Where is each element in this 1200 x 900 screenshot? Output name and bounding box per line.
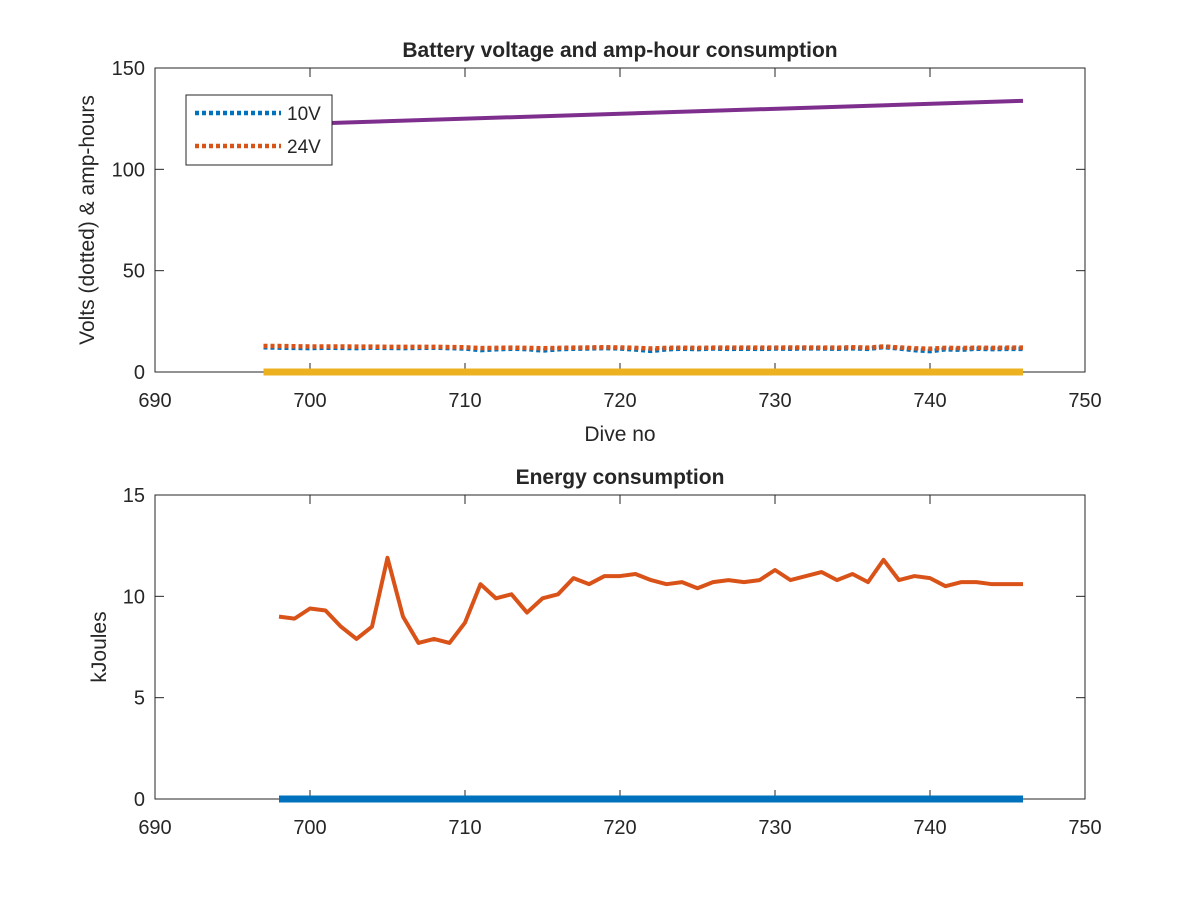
series-line-3 <box>263 98 1024 128</box>
plot-area <box>154 494 1086 800</box>
y-axis-label: kJoules <box>88 611 111 682</box>
y-axis-label: Volts (dotted) & amp-hours <box>76 95 99 345</box>
legend-label-10v: 10V <box>287 104 321 125</box>
y-tick-label: 5 <box>134 688 145 710</box>
series-line-2 <box>278 555 1023 645</box>
x-tick-label: 700 <box>293 817 326 839</box>
x-tick-label: 710 <box>448 817 481 839</box>
y-tick-label: 15 <box>123 485 145 507</box>
series-layer <box>263 98 1024 376</box>
x-tick-label: 750 <box>1068 390 1101 412</box>
axis-ticks: 690 700 710 720 730 740 750 0 50 100 150 <box>112 58 1102 412</box>
series-layer <box>278 555 1023 803</box>
y-tick-label: 100 <box>112 159 145 181</box>
energy-consumption-chart: Energy consumption kJoules 690 700 710 720 7… <box>88 466 1102 839</box>
y-tick-label: 0 <box>134 362 145 384</box>
legend-label-24v: 24V <box>287 137 321 158</box>
chart-title: Energy consumption <box>516 466 725 489</box>
x-tick-label: 740 <box>913 390 946 412</box>
legend: 10V 24V <box>185 94 333 166</box>
x-tick-label: 720 <box>603 390 636 412</box>
x-tick-label: 690 <box>138 817 171 839</box>
y-tick-label: 150 <box>112 58 145 80</box>
x-tick-label: 690 <box>138 390 171 412</box>
x-tick-label: 710 <box>448 390 481 412</box>
x-tick-label: 740 <box>913 817 946 839</box>
y-tick-label: 50 <box>123 261 145 283</box>
series-line-24v <box>263 343 1023 351</box>
axis-ticks: 690 700 710 720 730 740 750 0 5 10 15 <box>123 485 1102 839</box>
x-axis-label: Dive no <box>584 423 655 446</box>
voltage-amp-hour-chart: Battery voltage and amp-hour consumption… <box>76 39 1102 446</box>
chart-title: Battery voltage and amp-hour consumption <box>402 39 837 62</box>
x-tick-label: 750 <box>1068 817 1101 839</box>
y-tick-label: 10 <box>123 586 145 608</box>
x-tick-label: 730 <box>758 390 791 412</box>
x-tick-label: 730 <box>758 817 791 839</box>
legend-box <box>185 94 333 166</box>
y-tick-label: 0 <box>134 789 145 811</box>
x-tick-label: 700 <box>293 390 326 412</box>
x-tick-label: 720 <box>603 817 636 839</box>
